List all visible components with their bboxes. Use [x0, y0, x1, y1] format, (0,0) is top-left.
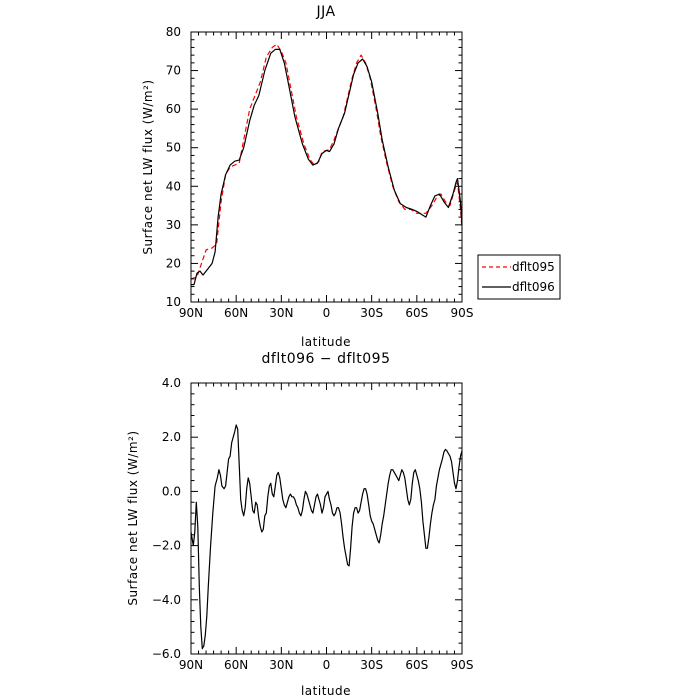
bottom-y-tick-label: −6.0	[152, 647, 181, 661]
bottom-y-tick-label: −4.0	[152, 593, 181, 607]
top-y-tick-label: 10	[166, 295, 181, 309]
top-x-tick-label: 90S	[451, 306, 474, 320]
top-y-tick-label: 50	[166, 141, 181, 155]
legend-box	[477, 254, 561, 300]
bottom-plot-lines	[190, 424, 463, 650]
bottom-x-tick-label: 0	[323, 658, 331, 672]
bottom-chart-title: dflt096 − dflt095	[262, 351, 391, 367]
top-plot-frame	[190, 31, 463, 303]
bottom-x-axis-label: latitude	[301, 684, 351, 698]
bottom-x-tick-label: 60S	[405, 658, 428, 672]
top-chart-title: JJA	[315, 4, 335, 20]
legend: dflt095 dflt096	[477, 254, 561, 300]
top-x-tick-label: 30S	[360, 306, 383, 320]
top-y-tick-label: 40	[166, 179, 181, 193]
top-y-axis-label: Surface net LW flux (W/m²)	[141, 79, 155, 254]
top-x-tick-label: 30N	[269, 306, 293, 320]
bottom-x-tick-label: 90S	[451, 658, 474, 672]
top-axis-ticks: 90N 60N 30N 0 30S 60S 90S 10 20 30 40 50 60 70 80	[166, 25, 474, 320]
bottom-axis-ticks: 90N 60N 30N 0 30S 60S 90S −6.0 −4.0 −2.0 0.0 2.0 4.0	[152, 376, 474, 672]
top-panel: JJA 90N 60N 30N 0 30S 60S 90S1020304050607080 …	[141, 4, 561, 349]
top-x-tick-label: 90N	[179, 306, 203, 320]
top-y-tick-label: 70	[166, 64, 181, 78]
bottom-plot-frame	[190, 382, 463, 655]
bottom-y-tick-label: 4.0	[162, 376, 181, 390]
top-y-tick-label: 30	[166, 218, 181, 232]
legend-label-dflt096: dflt096	[512, 280, 555, 294]
bottom-x-tick-label: 60N	[224, 658, 248, 672]
legend-label-dflt095: dflt095	[512, 260, 555, 274]
top-x-tick-label: 60S	[405, 306, 428, 320]
top-plot-lines	[190, 43, 463, 286]
bottom-y-tick-label: 2.0	[162, 430, 181, 444]
top-series-dflt096	[191, 48, 463, 286]
top-x-tick-label: 0	[323, 306, 331, 320]
top-x-axis-label: latitude	[301, 335, 351, 349]
bottom-x-tick-label: 90N	[179, 658, 203, 672]
bottom-x-tick-label: 30N	[269, 658, 293, 672]
bottom-y-tick-label: −2.0	[152, 539, 181, 553]
top-y-tick-label: 80	[166, 25, 181, 39]
top-series-dflt095	[190, 43, 463, 280]
bottom-panel: dflt096 − dflt095 90N 60N 30N 0 30S 60S 90S −6.…	[126, 351, 473, 698]
bottom-y-tick-label: 0.0	[162, 484, 181, 498]
bottom-x-tick-label: 30S	[360, 658, 383, 672]
bottom-y-axis-label: Surface net LW flux (W/m²)	[126, 430, 140, 605]
top-x-tick-label: 60N	[224, 306, 248, 320]
top-y-tick-label: 20	[166, 256, 181, 270]
top-y-tick-label: 60	[166, 102, 181, 116]
bottom-series-diff-0	[190, 424, 463, 650]
